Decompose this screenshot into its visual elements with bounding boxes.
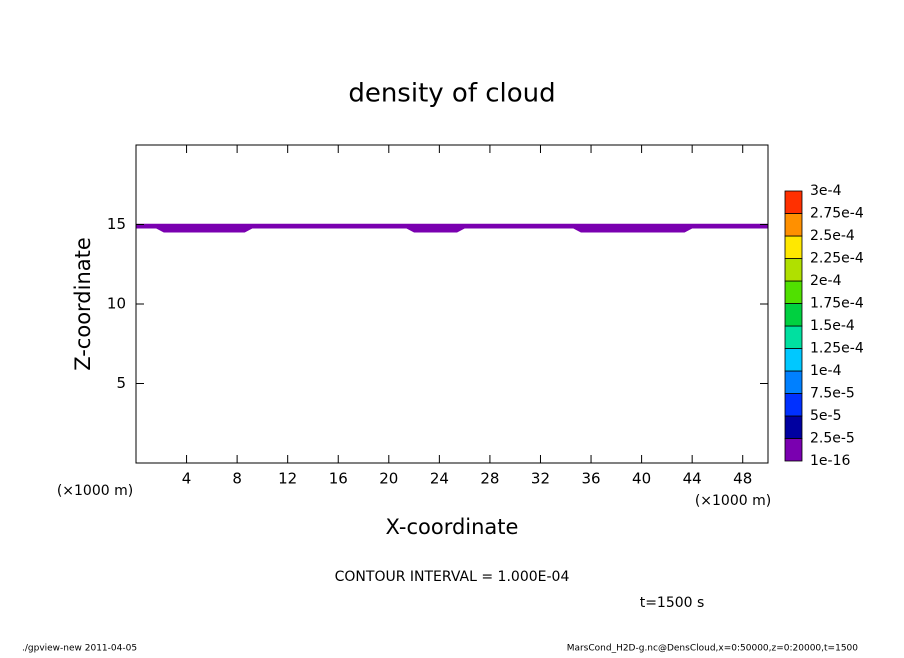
x-tick-label: 8 bbox=[232, 470, 242, 488]
colorbar-label: 2.5e-5 bbox=[810, 431, 855, 447]
colorbar-label: 1e-4 bbox=[810, 363, 842, 379]
colorbar-box bbox=[784, 348, 803, 372]
contour-note: CONTOUR INTERVAL = 1.000E-04 bbox=[335, 569, 570, 585]
x-unit-left: (×1000 m) bbox=[57, 483, 133, 499]
colorbar-label: 1.25e-4 bbox=[810, 341, 864, 357]
colorbar-label: 2.75e-4 bbox=[810, 206, 864, 222]
x-axis-label: X-coordinate bbox=[386, 515, 519, 539]
y-tick-label: 15 bbox=[107, 215, 126, 233]
y-axis-label: Z-coordinate bbox=[71, 237, 95, 371]
colorbar-box bbox=[784, 415, 803, 439]
colorbar-label: 5e-5 bbox=[810, 408, 841, 424]
x-tick-label: 48 bbox=[733, 470, 752, 488]
x-tick-label: 28 bbox=[480, 470, 499, 488]
colorbar-label: 2.25e-4 bbox=[810, 251, 864, 267]
x-tick-label: 16 bbox=[329, 470, 348, 488]
colorbar-label: 7.5e-5 bbox=[810, 386, 855, 402]
chart-title: density of cloud bbox=[348, 79, 555, 109]
footer-left: ./gpview-new 2011-04-05 bbox=[22, 644, 137, 654]
x-tick-label: 36 bbox=[581, 470, 600, 488]
colorbar-box bbox=[784, 393, 803, 417]
footer-right: MarsCond_H2D-g.nc@DensCloud,x=0:50000,z=… bbox=[567, 644, 859, 654]
colorbar-box bbox=[784, 370, 803, 394]
colorbar-label: 1e-16 bbox=[810, 453, 850, 469]
colorbar-label: 1.75e-4 bbox=[810, 296, 864, 312]
x-tick-label: 24 bbox=[430, 470, 449, 488]
colorbar-box bbox=[784, 190, 803, 214]
x-tick-label: 44 bbox=[683, 470, 702, 488]
y-tick-label: 5 bbox=[116, 374, 126, 392]
colorbar-box bbox=[784, 303, 803, 327]
time-note: t=1500 s bbox=[640, 595, 705, 611]
y-tick-label: 10 bbox=[107, 295, 126, 313]
cloud-region bbox=[136, 223, 768, 233]
x-tick-label: 4 bbox=[182, 470, 192, 488]
colorbar-box bbox=[784, 325, 803, 349]
x-tick-label: 40 bbox=[632, 470, 651, 488]
colorbar-box bbox=[784, 235, 803, 259]
x-tick-label: 20 bbox=[379, 470, 398, 488]
x-unit-right: (×1000 m) bbox=[695, 493, 771, 509]
colorbar-box bbox=[784, 280, 803, 304]
colorbar-label: 1.5e-4 bbox=[810, 318, 855, 334]
x-tick-label: 12 bbox=[278, 470, 297, 488]
x-tick-label: 32 bbox=[531, 470, 550, 488]
colorbar-box bbox=[784, 213, 803, 237]
colorbar-label: 2e-4 bbox=[810, 273, 842, 289]
colorbar-box bbox=[784, 258, 803, 282]
colorbar-label: 2.5e-4 bbox=[810, 228, 855, 244]
plot-frame bbox=[135, 144, 769, 464]
colorbar-box bbox=[784, 438, 803, 462]
colorbar-label: 3e-4 bbox=[810, 183, 842, 199]
